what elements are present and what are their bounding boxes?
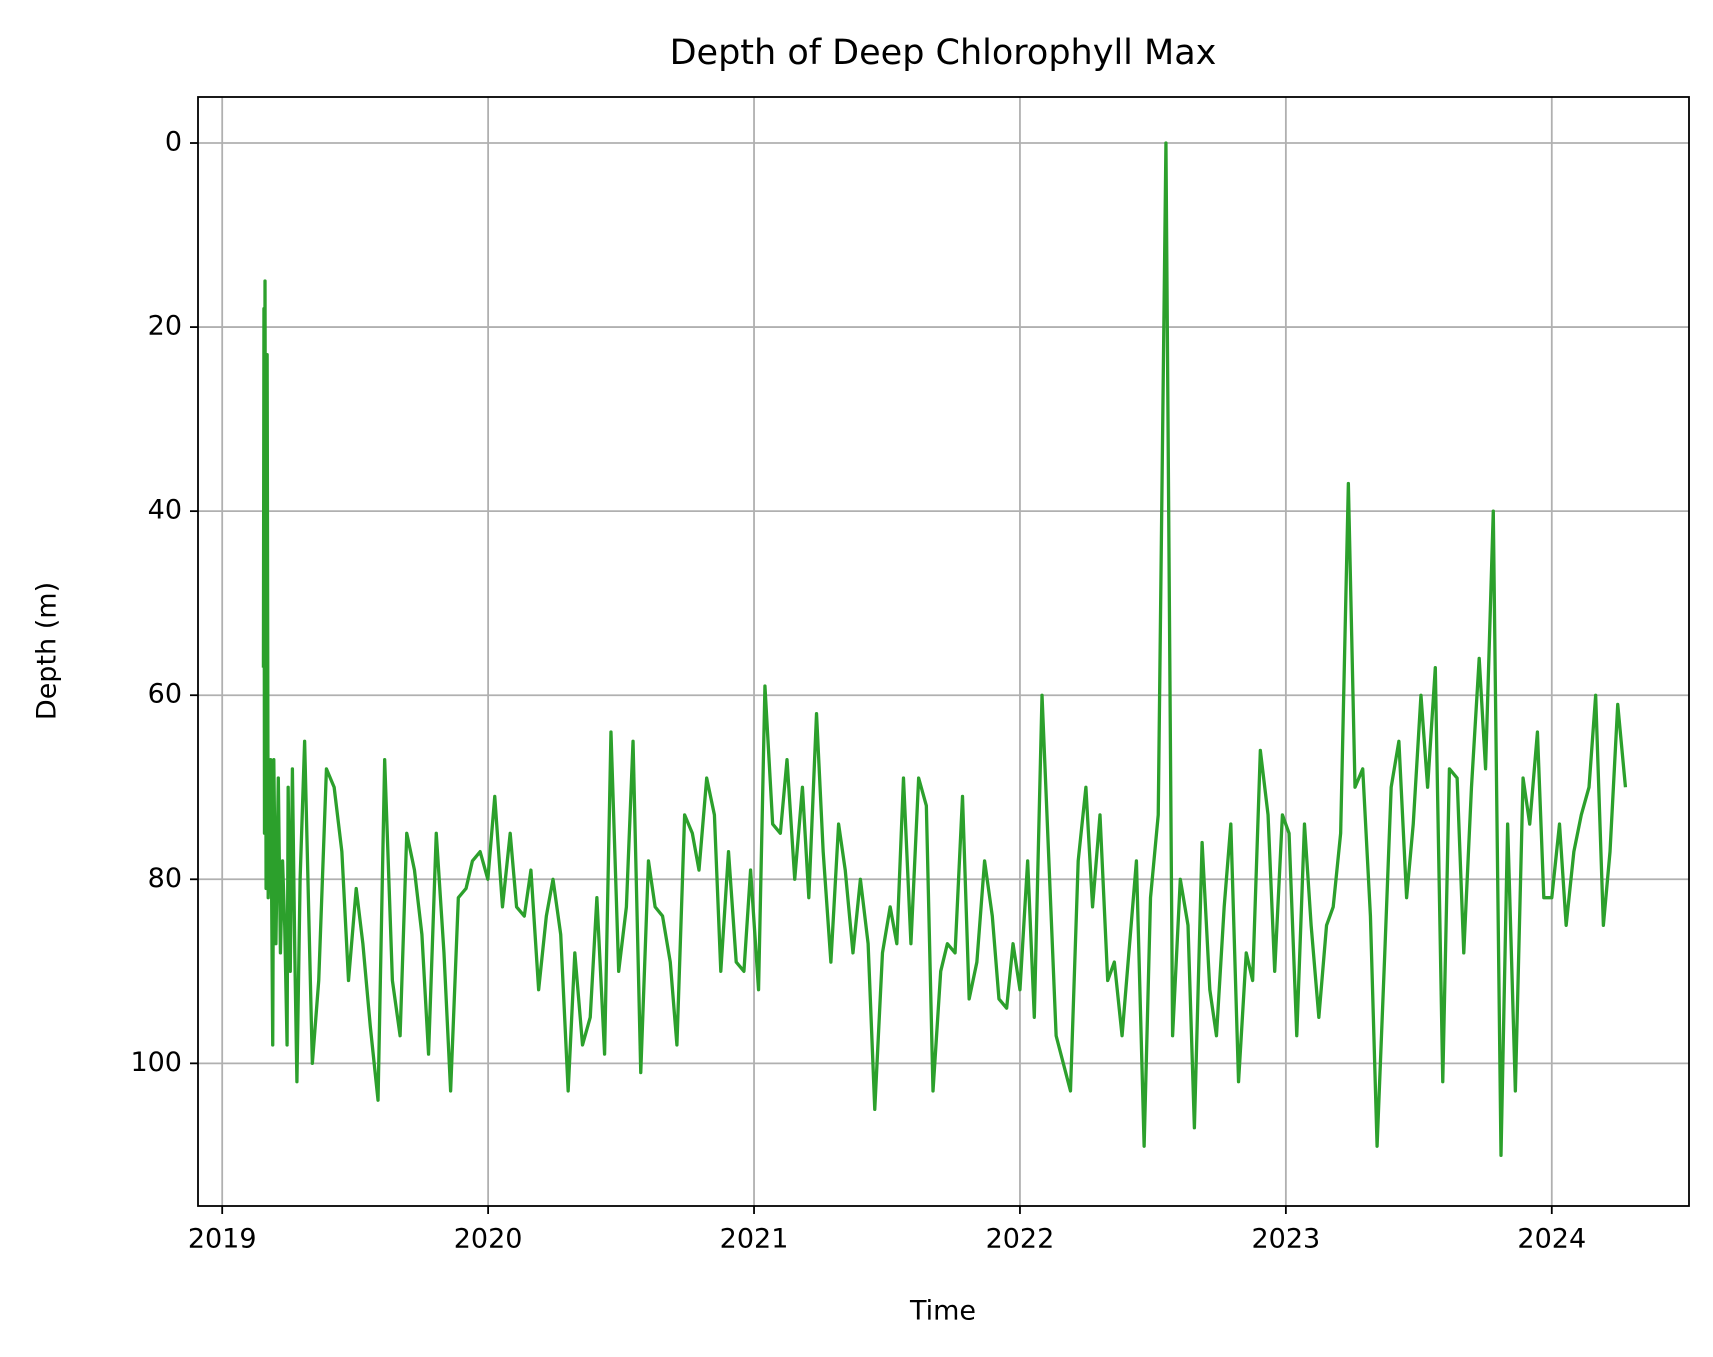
chart-title: Depth of Deep Chlorophyll Max <box>670 33 1217 73</box>
x-tick-label: 2019 <box>188 1224 257 1255</box>
x-tick-label: 2020 <box>454 1224 523 1255</box>
y-tick-label: 100 <box>130 1047 182 1078</box>
y-tick-label: 80 <box>148 863 182 894</box>
x-tick-label: 2024 <box>1517 1224 1586 1255</box>
x-axis-label: Time <box>909 1296 976 1327</box>
x-tick-label: 2021 <box>720 1224 789 1255</box>
x-tick-label: 2023 <box>1252 1224 1321 1255</box>
x-tick-label: 2022 <box>986 1224 1055 1255</box>
y-tick-label: 0 <box>165 127 182 158</box>
plot-frame <box>197 96 1690 1207</box>
data-line <box>261 141 1628 1158</box>
y-tick-label: 20 <box>148 311 182 342</box>
y-tick-label: 60 <box>148 679 182 710</box>
y-tick-label: 40 <box>148 495 182 526</box>
y-axis-label: Depth (m) <box>32 582 63 720</box>
